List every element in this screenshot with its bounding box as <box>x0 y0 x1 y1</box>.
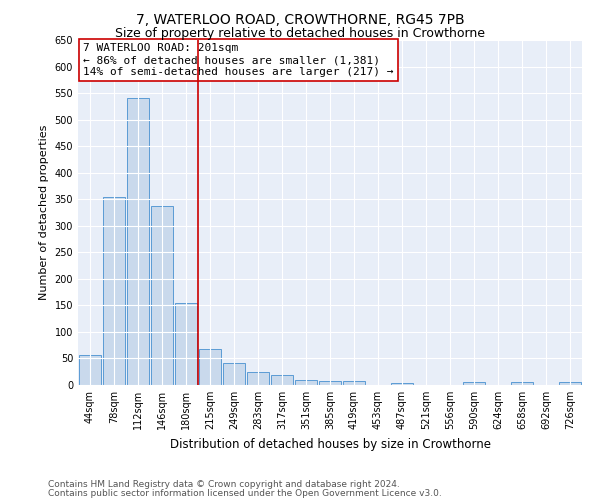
Text: Size of property relative to detached houses in Crowthorne: Size of property relative to detached ho… <box>115 28 485 40</box>
Bar <box>151 206 173 385</box>
Bar <box>223 362 245 385</box>
Bar <box>247 372 269 385</box>
Bar <box>559 382 581 385</box>
Bar <box>295 380 317 385</box>
Y-axis label: Number of detached properties: Number of detached properties <box>39 125 49 300</box>
Bar <box>343 382 365 385</box>
Bar <box>271 376 293 385</box>
Text: 7 WATERLOO ROAD: 201sqm
← 86% of detached houses are smaller (1,381)
14% of semi: 7 WATERLOO ROAD: 201sqm ← 86% of detache… <box>83 44 394 76</box>
Bar <box>511 382 533 385</box>
Bar <box>199 349 221 385</box>
X-axis label: Distribution of detached houses by size in Crowthorne: Distribution of detached houses by size … <box>170 438 491 450</box>
Bar <box>391 384 413 385</box>
Bar <box>463 382 485 385</box>
Text: Contains public sector information licensed under the Open Government Licence v3: Contains public sector information licen… <box>48 488 442 498</box>
Text: Contains HM Land Registry data © Crown copyright and database right 2024.: Contains HM Land Registry data © Crown c… <box>48 480 400 489</box>
Bar <box>79 354 101 385</box>
Text: 7, WATERLOO ROAD, CROWTHORNE, RG45 7PB: 7, WATERLOO ROAD, CROWTHORNE, RG45 7PB <box>136 12 464 26</box>
Bar <box>127 98 149 385</box>
Bar <box>175 302 197 385</box>
Bar <box>319 382 341 385</box>
Bar <box>103 196 125 385</box>
